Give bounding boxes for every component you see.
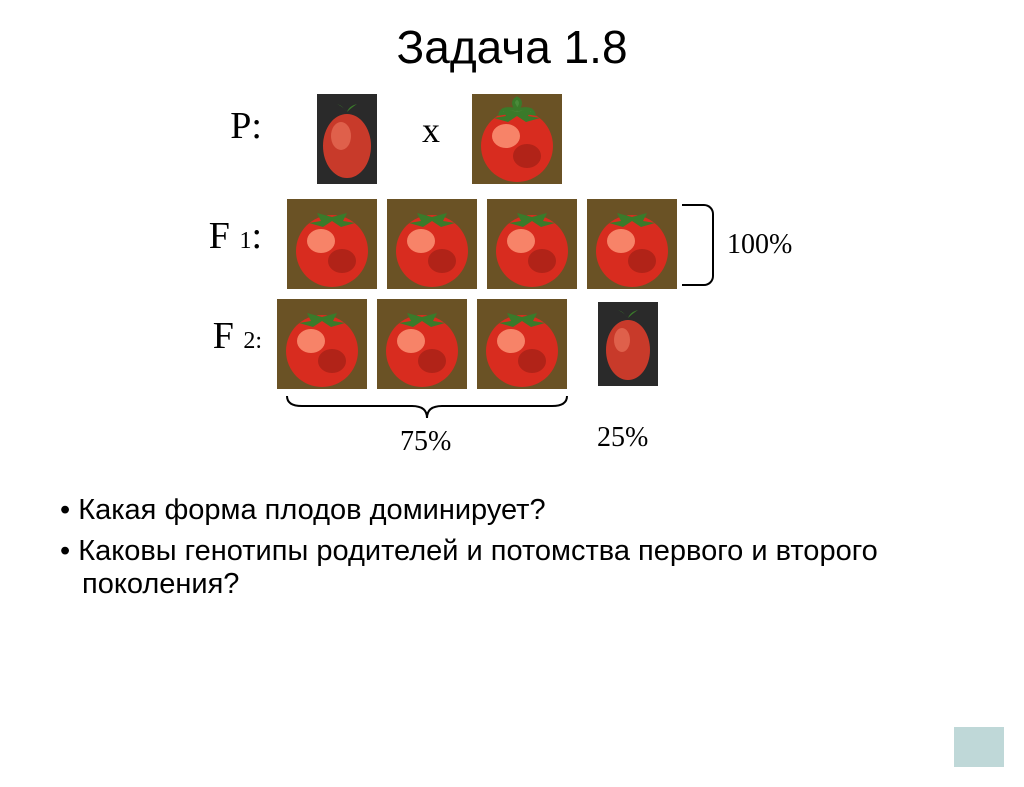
question-2: • Каковы генотипы родителей и потомства … xyxy=(60,535,964,601)
tomato-round-icon xyxy=(387,199,477,289)
tomato-round-icon xyxy=(487,199,577,289)
tomato-round-icon xyxy=(472,94,562,184)
cross-symbol: х xyxy=(422,109,440,151)
corner-decoration xyxy=(954,727,1004,767)
tomato-round-icon xyxy=(477,299,567,389)
label-F2-sub: 2: xyxy=(243,328,262,354)
tomato-round-icon xyxy=(277,299,367,389)
brace-75 xyxy=(282,394,572,429)
tomato-round-icon xyxy=(287,199,377,289)
question-block: • Какая форма плодов доминирует? • Каков… xyxy=(60,494,964,601)
bracket-f1 xyxy=(682,204,714,286)
tomato-round-icon xyxy=(587,199,677,289)
label-F1-colon: : xyxy=(251,215,262,257)
tomato-round-icon xyxy=(377,299,467,389)
tomato-oval-icon xyxy=(592,302,664,386)
percent-f1: 100% xyxy=(727,229,792,261)
label-F1-sub: 1 xyxy=(239,228,251,254)
label-P: P: xyxy=(182,104,262,148)
percent-25: 25% xyxy=(597,422,648,454)
label-F1: F 1: xyxy=(182,214,262,258)
label-F1-main: F xyxy=(209,215,240,257)
percent-75: 75% xyxy=(400,426,451,458)
label-F2-main: F xyxy=(213,315,244,357)
label-F2: F 2: xyxy=(182,314,262,358)
slide-title: Задача 1.8 xyxy=(0,20,1024,74)
tomato-oval-icon xyxy=(307,94,397,184)
question-1: • Какая форма плодов доминирует? xyxy=(60,494,964,527)
cross-diagram: P: х F 1: 100% xyxy=(102,94,922,454)
